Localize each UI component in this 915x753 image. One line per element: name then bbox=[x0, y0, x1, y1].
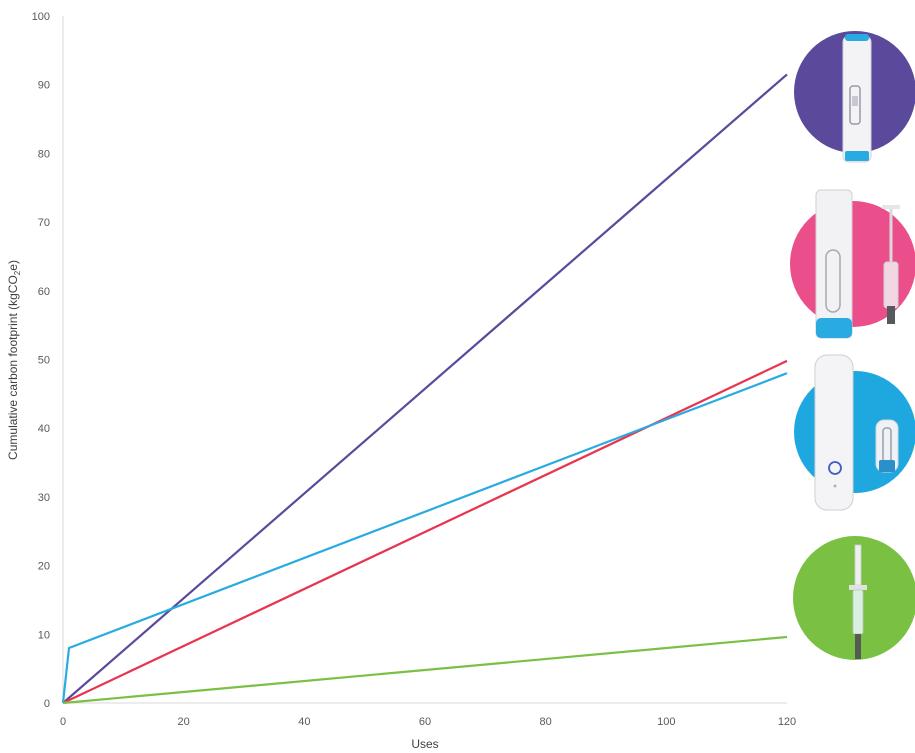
x-tick-label: 100 bbox=[657, 716, 675, 728]
y-tick-label: 40 bbox=[38, 423, 50, 435]
series-line-4 bbox=[62, 635, 788, 705]
y-tick-label: 30 bbox=[38, 492, 50, 504]
device-badges bbox=[790, 31, 915, 660]
x-tick-label: 20 bbox=[178, 716, 190, 728]
pen-and-syringe-icon bbox=[790, 189, 915, 339]
autoinjector-and-cartridge-icon bbox=[794, 354, 915, 511]
x-tick-label: 60 bbox=[419, 716, 431, 728]
x-tick-labels: 0 20 40 60 80 100 120 bbox=[60, 716, 796, 728]
x-tick-label: 80 bbox=[540, 716, 552, 728]
series-line-2 bbox=[62, 359, 788, 704]
y-axis-title: Cumulative carbon footprint (kgCO2e) bbox=[6, 260, 22, 460]
y-tick-label: 50 bbox=[38, 355, 50, 367]
x-tick-label: 40 bbox=[298, 716, 310, 728]
x-axis-title: Uses bbox=[411, 737, 438, 751]
y-tick-label: 100 bbox=[32, 11, 50, 23]
prefilled-syringe-icon bbox=[793, 536, 915, 660]
y-tick-label: 90 bbox=[38, 80, 50, 92]
y-axis-title-main: Cumulative carbon footprint (kgCO bbox=[6, 275, 20, 460]
y-axis-title-end: e) bbox=[6, 260, 20, 271]
single-pen-injector-icon bbox=[794, 31, 915, 163]
series-lines bbox=[61, 73, 788, 705]
series-line-1 bbox=[62, 73, 788, 704]
x-tick-label: 0 bbox=[60, 716, 66, 728]
x-tick-label: 120 bbox=[778, 716, 796, 728]
y-tick-label: 70 bbox=[38, 217, 50, 229]
y-tick-labels: 0 10 20 30 40 50 60 70 80 90 100 bbox=[32, 11, 50, 710]
series-line-3 bbox=[61, 372, 788, 704]
y-tick-label: 10 bbox=[38, 629, 50, 641]
y-tick-label: 80 bbox=[38, 148, 50, 160]
y-tick-label: 0 bbox=[44, 698, 50, 710]
y-tick-label: 20 bbox=[38, 561, 50, 573]
y-axis-title-subscript: 2 bbox=[13, 270, 22, 275]
y-tick-label: 60 bbox=[38, 286, 50, 298]
